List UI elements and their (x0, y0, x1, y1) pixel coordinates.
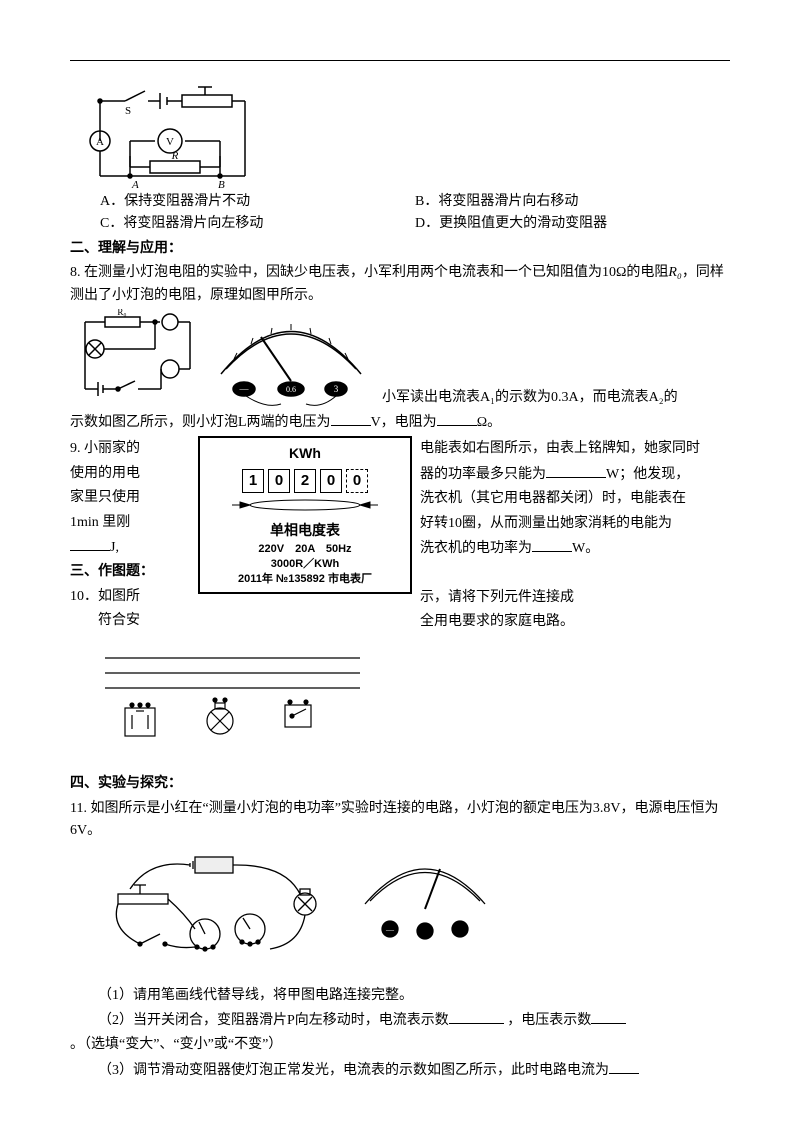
svg-text:地线: 地线 (72, 680, 94, 694)
q8-trail-text: 小军读出电流表A₁的示数为0.3A，而电流表A₂的 (382, 387, 730, 409)
q10-house-circuit-figure: 火线 零线 地线 三孔插座 开关 (70, 643, 370, 763)
svg-text:3: 3 (346, 320, 350, 329)
section-4-title: 四、实验与探究： (70, 773, 730, 795)
svg-text:R: R (171, 150, 179, 162)
svg-text:A: A (420, 875, 430, 890)
svg-text:三孔插座: 三孔插座 (115, 740, 159, 754)
svg-text:0.6: 0.6 (306, 319, 316, 328)
q11-text: 11. 如图所示是小红在“测量小灯泡的电功率”实验时连接的电路，小灯泡的额定电压… (70, 798, 730, 843)
svg-text:甲: 甲 (210, 960, 222, 974)
q7-options: A．保持变阻器滑片不动 B．将变阻器滑片向右移动 C．将变阻器滑片向左移动 D．… (100, 191, 730, 236)
q8-circuit-figure: R₀ A₂ A₁ L S 甲 (70, 309, 200, 409)
svg-text:0.6: 0.6 (420, 939, 430, 948)
svg-text:—: — (239, 384, 250, 394)
energy-meter-figure: KWh 10 20 0 单相电度表 220V 20A 50Hz 3000R／KW… (198, 436, 412, 593)
svg-text:A: A (286, 338, 297, 353)
section-2-title: 二、理解与应用： (70, 238, 730, 260)
svg-text:甲: 甲 (130, 400, 141, 409)
svg-text:0: 0 (230, 344, 234, 353)
svg-text:3: 3 (334, 384, 339, 394)
svg-text:1: 1 (264, 309, 268, 316)
svg-text:开关: 开关 (318, 709, 340, 723)
svg-text:—: — (385, 925, 395, 934)
svg-text:S: S (125, 393, 130, 403)
svg-text:S: S (125, 105, 131, 117)
svg-text:0.4: 0.4 (445, 864, 455, 873)
q11-sub2: （2）当开关闭合，变阻器滑片P向左移动时，电流表示数 ，电压表示数 (70, 1009, 730, 1032)
svg-text:R₀: R₀ (117, 309, 126, 317)
svg-text:V: V (166, 136, 174, 148)
q11-ammeter-figure: A 0.2 0.4 — 0.6 3 乙 (350, 849, 500, 979)
q7-opt-a: A．保持变阻器滑片不动 (100, 191, 415, 213)
q8-text: 8. 在测量小灯泡电阻的实验中，因缺少电压表，小军利用两个电流表和一个已知阻值为… (70, 262, 730, 307)
svg-text:A: A (131, 179, 139, 191)
svg-text:0.6: 0.6 (286, 385, 296, 394)
q11-sub1: （1）请用笔画线代替导线，将甲图电路连接完整。 (70, 985, 730, 1007)
svg-text:乙: 乙 (286, 399, 297, 409)
q8-line2: 示数如图乙所示，则小灯泡L两端的电压为V，电阻为Ω。 (70, 411, 730, 434)
q11-circuit-figure: P 甲 (100, 849, 330, 979)
section-3-title: 三、作图题： (70, 561, 190, 583)
svg-text:零线: 零线 (72, 665, 94, 679)
svg-text:火线: 火线 (72, 650, 94, 664)
svg-text:B: B (218, 179, 225, 191)
q7-opt-c: C．将变阻器滑片向左移动 (100, 213, 415, 235)
svg-text:3: 3 (458, 937, 462, 946)
q8-ammeter-figure: 0 0.2 0.4 0.6 0 1 2 3 A — 0.6 3 乙 (206, 309, 376, 409)
svg-text:A₂: A₂ (166, 318, 175, 327)
svg-text:乙: 乙 (419, 953, 431, 967)
svg-text:0.2: 0.2 (248, 329, 258, 338)
q11-sub3: （3）调节滑动变阻器使灯泡正常发光，电流表的示数如图乙所示，此时电路电流为 (70, 1059, 730, 1082)
svg-text:A₁: A₁ (166, 365, 175, 374)
q9-block: 9. 小丽家的使用的用电家里只使用1min 里刚 J, 三、作图题： 10．如图… (70, 436, 730, 635)
svg-text:0.4: 0.4 (266, 319, 276, 328)
svg-text:2: 2 (314, 309, 318, 316)
q7-opt-b: B．将变阻器滑片向右移动 (415, 191, 730, 213)
svg-text:A: A (96, 136, 104, 148)
q7-circuit-figure: S A V R A B (70, 81, 270, 191)
svg-text:0: 0 (240, 315, 244, 324)
q7-opt-d: D．更换阻值更大的滑动变阻器 (415, 213, 730, 235)
q11-sub2c: 。（选填“变大”、“变小”或“不变”） (70, 1034, 730, 1056)
svg-text:L: L (108, 345, 114, 355)
svg-text:0.2: 0.2 (390, 864, 400, 873)
